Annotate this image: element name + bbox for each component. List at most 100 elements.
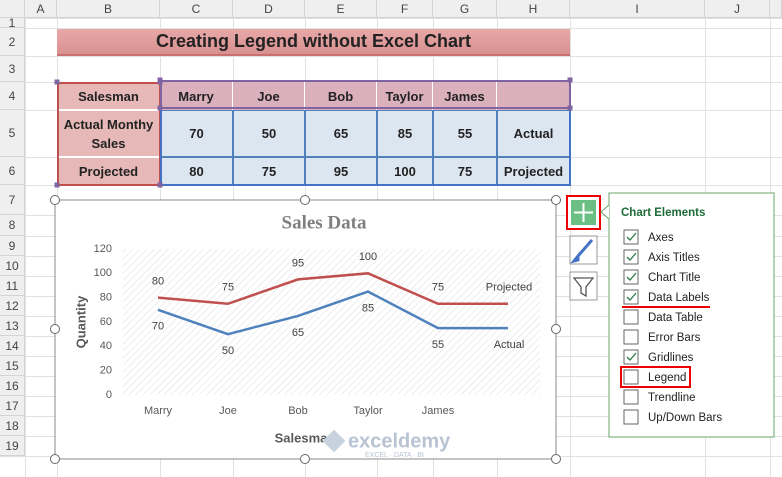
handle xyxy=(157,77,163,83)
row-header: 11 xyxy=(0,276,25,296)
series-name-label: Projected xyxy=(486,282,532,294)
data-label: 75 xyxy=(432,282,444,294)
table-cell: Projected xyxy=(497,157,570,185)
checkmark xyxy=(626,252,637,261)
panel-item[interactable]: Error Bars xyxy=(648,332,701,344)
x-axis-title: Salesman xyxy=(275,430,336,445)
series-line xyxy=(157,272,508,306)
resize-handle xyxy=(50,454,60,464)
x-tick-label: Joe xyxy=(219,405,237,417)
column-header: C xyxy=(160,0,233,18)
y-tick-label: 20 xyxy=(100,365,112,377)
grid-line xyxy=(0,28,782,29)
table-cell: 55 xyxy=(433,110,497,157)
panel-item[interactable]: Axes xyxy=(648,232,674,244)
column-header: B xyxy=(57,0,160,18)
data-label: 95 xyxy=(292,257,304,269)
y-tick-label: 0 xyxy=(106,389,112,401)
y-tick-label: 100 xyxy=(94,267,112,279)
resize-handle xyxy=(551,195,561,205)
corner xyxy=(0,0,25,18)
row-header: 5 xyxy=(0,110,25,157)
resize-handle xyxy=(300,195,310,205)
checkmark xyxy=(626,272,637,281)
data-label: 80 xyxy=(152,276,164,288)
handle xyxy=(54,79,60,85)
plot-area xyxy=(123,249,540,395)
handle xyxy=(567,105,573,111)
row-header: 19 xyxy=(0,436,25,456)
checkbox[interactable] xyxy=(623,249,639,265)
watermark: exceldemy xyxy=(348,430,451,452)
table-cell: 65 xyxy=(305,110,377,157)
plus-icon xyxy=(574,203,593,222)
y-tick-label: 60 xyxy=(100,316,112,328)
table-cell: Taylor xyxy=(377,82,433,110)
panel-item[interactable]: Gridlines xyxy=(648,352,694,364)
table-cell: 100 xyxy=(377,157,433,185)
handle xyxy=(54,182,60,188)
table-cell: Salesman xyxy=(57,82,160,110)
grid-line xyxy=(0,56,782,57)
x-tick-label: Bob xyxy=(288,405,308,417)
table-cell: 50 xyxy=(233,110,305,157)
checkbox[interactable] xyxy=(623,229,639,245)
column-header: D xyxy=(233,0,305,18)
column-header: J xyxy=(705,0,770,18)
checkbox[interactable] xyxy=(623,409,639,425)
x-tick-label: Marry xyxy=(144,405,173,417)
checkbox[interactable] xyxy=(623,309,639,325)
panel-item[interactable]: Chart Title xyxy=(648,272,700,284)
watermark-tagline: EXCEL · DATA · BI xyxy=(365,452,424,459)
series-name-label: Actual xyxy=(494,339,525,351)
table-cell: Actual xyxy=(497,110,570,157)
row-header: 12 xyxy=(0,296,25,316)
panel-item[interactable]: Axis Titles xyxy=(648,252,700,264)
panel-item[interactable]: Legend xyxy=(648,372,686,384)
checkbox[interactable] xyxy=(623,329,639,345)
row-header: 7 xyxy=(0,185,25,215)
panel-item[interactable]: Trendline xyxy=(648,392,696,404)
row-header: 1 xyxy=(0,16,25,30)
selection-blue xyxy=(160,109,571,186)
row-header: 8 xyxy=(0,215,25,236)
filter-icon xyxy=(572,277,595,298)
panel-title: Chart Elements xyxy=(621,207,705,219)
resize-handle xyxy=(50,324,60,334)
handle xyxy=(567,77,573,83)
grid-line xyxy=(0,18,782,19)
resize-handle xyxy=(551,324,561,334)
row-header: 15 xyxy=(0,356,25,376)
handle xyxy=(157,182,163,188)
chart-filters-button[interactable] xyxy=(569,271,598,301)
row-header: 13 xyxy=(0,316,25,336)
checkbox[interactable] xyxy=(623,369,639,385)
grid-line xyxy=(25,18,26,477)
checkbox[interactable] xyxy=(623,349,639,365)
checkbox[interactable] xyxy=(623,389,639,405)
panel-item[interactable]: Data Labels xyxy=(648,292,710,304)
watermark-icon xyxy=(322,429,346,453)
checkbox[interactable] xyxy=(623,269,639,285)
chart-title: Sales Data xyxy=(282,212,367,233)
panel-item[interactable]: Data Table xyxy=(648,312,703,324)
checkbox[interactable] xyxy=(623,289,639,305)
y-tick-label: 120 xyxy=(94,243,112,255)
row-header: 10 xyxy=(0,256,25,276)
row-header: 16 xyxy=(0,376,25,396)
checkmark xyxy=(626,232,637,241)
data-label: 75 xyxy=(222,282,234,294)
table-cell xyxy=(497,82,570,110)
panel-item[interactable]: Up/Down Bars xyxy=(648,412,722,424)
data-label: 55 xyxy=(432,339,444,351)
data-label: 65 xyxy=(292,327,304,339)
table-cell: James xyxy=(433,82,497,110)
selection-purple xyxy=(160,80,571,109)
checkmark xyxy=(626,352,637,361)
data-label: 70 xyxy=(152,321,164,333)
x-tick-label: Taylor xyxy=(353,405,383,417)
row-header: 17 xyxy=(0,396,25,416)
x-tick-label: James xyxy=(422,405,455,417)
